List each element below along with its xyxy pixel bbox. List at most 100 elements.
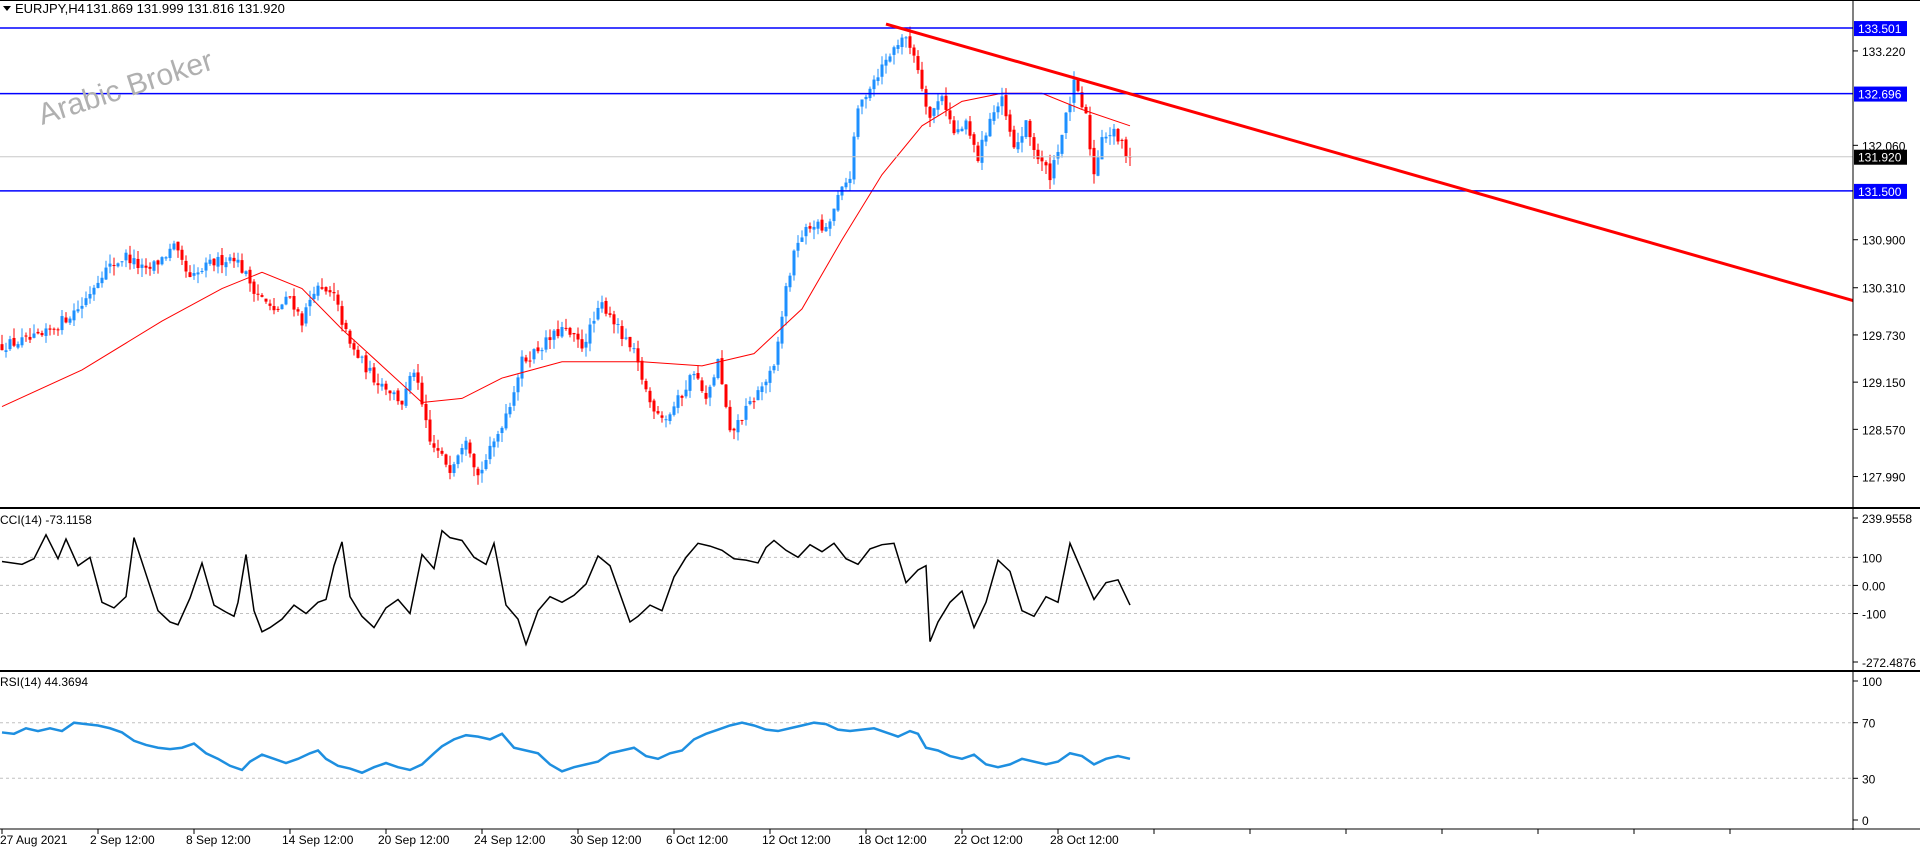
time-tick-label: 27 Aug 2021 (0, 833, 68, 847)
candle-body (504, 413, 508, 429)
candle-body (888, 56, 892, 62)
candle-body (904, 37, 908, 39)
candle-body (744, 405, 748, 420)
moving-average-layer (1, 92, 1131, 408)
candle-body (1008, 114, 1012, 132)
header-triangle-icon[interactable] (3, 6, 11, 11)
candle-body (1040, 157, 1044, 162)
candle-body (900, 37, 904, 48)
candle-body (704, 392, 708, 399)
candle-body (424, 404, 428, 421)
cci-tick-label: 100 (1862, 551, 1882, 565)
candle-body (556, 329, 560, 337)
candle-body (132, 258, 136, 265)
candle-body (720, 358, 724, 385)
candle-body (852, 136, 856, 180)
candle-body (232, 257, 236, 262)
rsi-grid (0, 722, 1853, 779)
candle-body (1056, 151, 1060, 159)
rsi-axis: 100 70 30 0 (1853, 675, 1882, 828)
candle-body (608, 313, 612, 315)
candle-body (140, 264, 144, 268)
level-price-label: 133.501 (1858, 22, 1902, 36)
candle-body (1064, 112, 1068, 134)
candle-body (856, 108, 860, 137)
candle-body (432, 443, 436, 448)
candle-body (40, 333, 44, 336)
candle-body (664, 419, 668, 421)
price-tick-label: 133.220 (1862, 45, 1906, 59)
candle-body (28, 336, 32, 340)
candle-body (244, 271, 248, 275)
candle-body (304, 307, 308, 324)
candle-body (440, 450, 444, 454)
candle-body (384, 383, 388, 390)
candle-body (460, 447, 464, 455)
candle-body (624, 337, 628, 339)
candle-body (468, 442, 472, 454)
candle-body (144, 265, 148, 268)
candle-body (568, 327, 572, 335)
candle-body (816, 221, 820, 229)
candle-body (780, 316, 784, 344)
candle-body (4, 350, 8, 352)
cci-line-layer (1, 529, 1131, 647)
candle-body (284, 296, 288, 305)
time-tick-label: 14 Sep 12:00 (282, 833, 354, 847)
candle-body (832, 208, 836, 222)
candle-body (988, 118, 992, 137)
price-axis[interactable]: 133.220 132.060 130.900 130.310 129.730 129.1… (1853, 45, 1906, 485)
candle-body (296, 309, 300, 312)
candle-body (196, 272, 200, 275)
cci-panel-bg (0, 511, 1852, 669)
candle-body (960, 128, 964, 132)
candle-body (268, 303, 272, 306)
chart-ohlc: 131.869 131.999 131.816 131.920 (86, 1, 285, 16)
candle-body (496, 434, 500, 442)
time-tick-label: 8 Sep 12:00 (186, 833, 251, 847)
candle-body (908, 36, 912, 48)
candle-body (756, 390, 760, 401)
time-tick-label: 30 Sep 12:00 (570, 833, 642, 847)
candle-body (656, 411, 660, 414)
candle-body (616, 324, 620, 326)
time-tick-label: 24 Sep 12:00 (474, 833, 546, 847)
candle-body (340, 306, 344, 325)
candle-body (1020, 136, 1024, 143)
candle-body (1100, 137, 1104, 160)
rsi-panel[interactable]: RSI(14) 44.3694 (0, 673, 1853, 828)
price-tick-label: 132.060 (1862, 139, 1906, 153)
candle-body (1084, 106, 1088, 114)
cci-panel[interactable]: CCI(14) -73.1158 (0, 511, 1853, 669)
candle-body (992, 112, 996, 121)
candle-body (52, 328, 56, 330)
candle-body (1052, 160, 1056, 179)
candle-body (824, 226, 828, 232)
trendline-layer[interactable] (885, 22, 1854, 303)
level-price-tag (1854, 21, 1907, 37)
candle-body (576, 333, 580, 340)
candle-body (416, 372, 420, 383)
candle-body (68, 318, 72, 323)
candle-body (136, 258, 140, 269)
candle-body (1116, 128, 1120, 142)
candle-body (532, 349, 536, 360)
horizontal-levels-layer[interactable]: 133.501 132.696 131.500 131.920 (0, 21, 1907, 199)
candle-body (516, 377, 520, 393)
candle-body (44, 328, 48, 336)
rsi-title: RSI(14) 44.3694 (0, 675, 88, 689)
candle-body (1060, 134, 1064, 154)
level-price-tag (1854, 86, 1907, 102)
candle-body (716, 358, 720, 378)
candle-body (844, 182, 848, 188)
candle-body (804, 226, 808, 237)
candle-body (376, 383, 380, 386)
candle-body (912, 47, 916, 56)
candle-body (476, 468, 480, 476)
candle-body (128, 254, 132, 264)
time-axis[interactable]: 27 Aug 2021 2 Sep 12:00 8 Sep 12:00 14 Sep … (0, 829, 1731, 847)
candle-body (628, 336, 632, 348)
candle-body (536, 347, 540, 352)
candle-body (372, 367, 376, 383)
